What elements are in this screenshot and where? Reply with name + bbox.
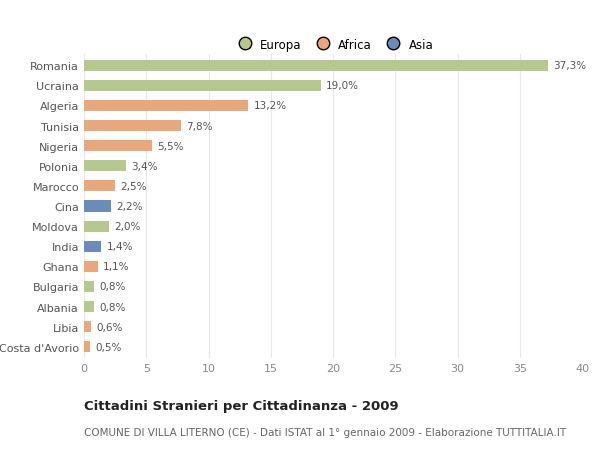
Bar: [84, 281, 94, 292]
Text: 19,0%: 19,0%: [326, 81, 359, 91]
Text: 1,4%: 1,4%: [106, 242, 133, 252]
Text: 0,8%: 0,8%: [99, 302, 125, 312]
Bar: [84, 241, 101, 252]
Bar: [84, 302, 94, 313]
Bar: [84, 61, 548, 72]
Bar: [84, 341, 90, 353]
Text: 1,1%: 1,1%: [103, 262, 129, 272]
Text: Cittadini Stranieri per Cittadinanza - 2009: Cittadini Stranieri per Cittadinanza - 2…: [84, 399, 398, 412]
Text: COMUNE DI VILLA LITERNO (CE) - Dati ISTAT al 1° gennaio 2009 - Elaborazione TUTT: COMUNE DI VILLA LITERNO (CE) - Dati ISTA…: [84, 427, 566, 437]
Bar: [84, 141, 152, 152]
Text: 0,5%: 0,5%: [95, 342, 122, 352]
Legend: Europa, Africa, Asia: Europa, Africa, Asia: [228, 34, 438, 56]
Text: 2,2%: 2,2%: [116, 202, 143, 212]
Text: 0,8%: 0,8%: [99, 282, 125, 292]
Bar: [84, 181, 115, 192]
Text: 13,2%: 13,2%: [253, 101, 286, 111]
Bar: [84, 221, 109, 232]
Bar: [84, 121, 181, 132]
Bar: [84, 201, 112, 212]
Bar: [84, 261, 98, 272]
Text: 2,0%: 2,0%: [114, 222, 140, 232]
Text: 2,5%: 2,5%: [120, 181, 146, 191]
Text: 37,3%: 37,3%: [553, 61, 586, 71]
Bar: [84, 101, 248, 112]
Bar: [84, 321, 91, 332]
Text: 5,5%: 5,5%: [157, 141, 184, 151]
Text: 7,8%: 7,8%: [186, 121, 212, 131]
Bar: [84, 161, 127, 172]
Bar: [84, 81, 320, 92]
Text: 0,6%: 0,6%: [97, 322, 123, 332]
Text: 3,4%: 3,4%: [131, 162, 158, 171]
